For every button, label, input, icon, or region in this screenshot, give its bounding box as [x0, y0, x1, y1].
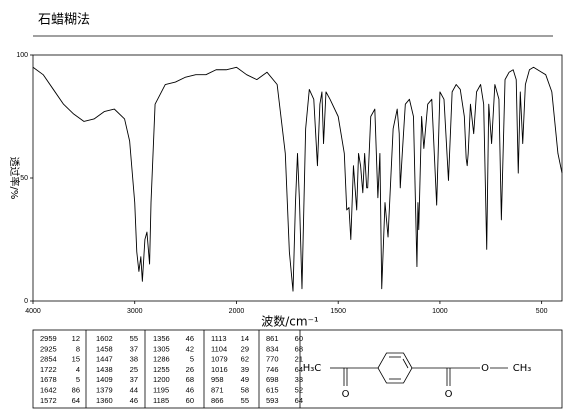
- peak-wavenumber: 834: [266, 344, 279, 353]
- peak-transmittance: 46: [186, 385, 194, 394]
- peak-wavenumber: 615: [266, 385, 279, 394]
- x-tick-label: 2000: [229, 308, 245, 315]
- peak-transmittance: 14: [241, 334, 249, 343]
- peak-wavenumber: 2925: [40, 344, 57, 353]
- peak-transmittance: 33: [295, 375, 303, 384]
- y-tick-label: 0: [24, 298, 28, 305]
- peak-wavenumber: 593: [266, 396, 279, 405]
- peak-transmittance: 46: [186, 334, 194, 343]
- peak-transmittance: 86: [72, 385, 80, 394]
- peak-transmittance: 62: [241, 355, 249, 364]
- plot-frame: [32, 54, 563, 302]
- peak-transmittance: 39: [241, 365, 249, 374]
- x-tick-label: 1000: [432, 308, 448, 315]
- peak-transmittance: 60: [295, 334, 303, 343]
- y-tick-label: 50: [20, 175, 28, 182]
- peak-transmittance: 26: [186, 365, 194, 374]
- peak-transmittance: 46: [130, 396, 138, 405]
- peak-transmittance: 37: [130, 344, 138, 353]
- y-tick-label: 100: [16, 52, 28, 59]
- peak-wavenumber: 1185: [153, 396, 169, 405]
- peak-transmittance: 68: [186, 375, 194, 384]
- peak-wavenumber: 1195: [153, 385, 169, 394]
- peak-wavenumber: 1360: [96, 396, 113, 405]
- peak-transmittance: 64: [72, 396, 80, 405]
- peak-transmittance: 8: [76, 344, 80, 353]
- peak-transmittance: 4: [76, 365, 80, 374]
- peak-wavenumber: 1379: [96, 385, 113, 394]
- bond: [402, 358, 409, 369]
- peak-transmittance: 64: [295, 396, 303, 405]
- ring: [377, 352, 413, 384]
- peak-transmittance: 12: [72, 334, 80, 343]
- peak-wavenumber: 1678: [40, 375, 57, 384]
- peak-transmittance: 42: [186, 344, 194, 353]
- peak-wavenumber: 746: [266, 365, 279, 374]
- peak-transmittance: 38: [130, 355, 138, 364]
- page-title: 石蜡糊法: [38, 12, 90, 28]
- peak-wavenumber: 1016: [211, 365, 228, 374]
- peak-transmittance: 15: [72, 355, 80, 364]
- x-tick-label: 3000: [127, 308, 143, 315]
- peak-transmittance: 37: [130, 375, 138, 384]
- structure-label: H₃C: [303, 363, 322, 374]
- peak-wavenumber: 1200: [153, 375, 170, 384]
- peak-wavenumber: 1458: [96, 344, 113, 353]
- x-axis-label: 波数/cm⁻¹: [261, 314, 319, 329]
- peak-transmittance: 49: [241, 375, 249, 384]
- spectrum-line: [32, 66, 563, 292]
- peak-wavenumber: 1602: [96, 334, 113, 343]
- peak-transmittance: 60: [186, 396, 194, 405]
- peak-wavenumber: 1113: [211, 334, 227, 343]
- peak-wavenumber: 2854: [40, 355, 57, 364]
- peak-transmittance: 64: [295, 365, 303, 374]
- peak-wavenumber: 861: [266, 334, 279, 343]
- peak-transmittance: 25: [130, 365, 138, 374]
- peak-transmittance: 5: [76, 375, 80, 384]
- peak-wavenumber: 1255: [153, 365, 170, 374]
- x-tick-label: 500: [536, 308, 548, 315]
- x-tick-label: 4000: [25, 308, 41, 315]
- x-tick-label: 1500: [330, 308, 346, 315]
- peak-wavenumber: 1447: [96, 355, 113, 364]
- peak-transmittance: 52: [295, 385, 303, 394]
- peak-wavenumber: 871: [211, 385, 224, 394]
- peak-transmittance: 21: [295, 355, 303, 364]
- peak-wavenumber: 1104: [211, 344, 227, 353]
- peak-wavenumber: 1642: [40, 385, 57, 394]
- structure-label: O: [481, 363, 489, 374]
- peak-transmittance: 55: [241, 396, 249, 405]
- peak-transmittance: 58: [241, 385, 249, 394]
- structure: [330, 352, 508, 386]
- peak-wavenumber: 1356: [153, 334, 170, 343]
- peak-wavenumber: 1572: [40, 396, 57, 405]
- peak-wavenumber: 866: [211, 396, 224, 405]
- structure-label: O: [445, 389, 453, 400]
- peak-wavenumber: 1079: [211, 355, 228, 364]
- peak-wavenumber: 1722: [40, 365, 57, 374]
- peak-wavenumber: 1409: [96, 375, 113, 384]
- peak-transmittance: 44: [130, 385, 138, 394]
- table-frame: [32, 329, 563, 409]
- y-axis-label: 透过率/%: [8, 157, 21, 200]
- peak-wavenumber: 1438: [96, 365, 113, 374]
- peak-wavenumber: 698: [266, 375, 279, 384]
- peak-wavenumber: 770: [266, 355, 279, 364]
- peak-transmittance: 55: [130, 334, 138, 343]
- structure-label: O: [342, 389, 350, 400]
- peak-wavenumber: 958: [211, 375, 224, 384]
- structure-label: CH₃: [513, 363, 532, 374]
- peak-transmittance: 5: [190, 355, 194, 364]
- peak-wavenumber: 1305: [153, 344, 170, 353]
- peak-transmittance: 68: [295, 344, 303, 353]
- peak-wavenumber: 2959: [40, 334, 57, 343]
- peak-wavenumber: 1286: [153, 355, 170, 364]
- peak-transmittance: 29: [241, 344, 249, 353]
